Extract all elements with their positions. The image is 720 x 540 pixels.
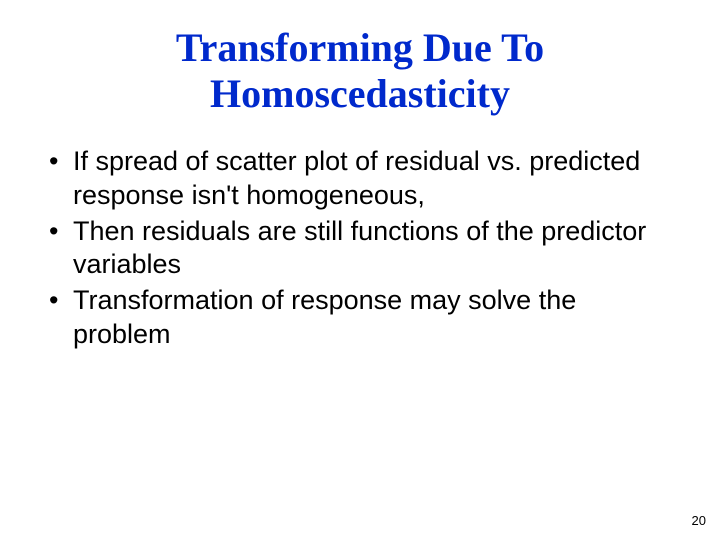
- slide-title: Transforming Due To Homoscedasticity: [45, 25, 675, 117]
- title-line-2: Homoscedasticity: [210, 71, 510, 116]
- bullet-item: If spread of scatter plot of residual vs…: [45, 145, 675, 213]
- slide-container: Transforming Due To Homoscedasticity If …: [0, 0, 720, 540]
- bullet-item: Transformation of response may solve the…: [45, 284, 675, 352]
- title-line-1: Transforming Due To: [176, 25, 544, 70]
- page-number: 20: [692, 513, 706, 528]
- bullet-list: If spread of scatter plot of residual vs…: [45, 145, 675, 352]
- bullet-item: Then residuals are still functions of th…: [45, 215, 675, 283]
